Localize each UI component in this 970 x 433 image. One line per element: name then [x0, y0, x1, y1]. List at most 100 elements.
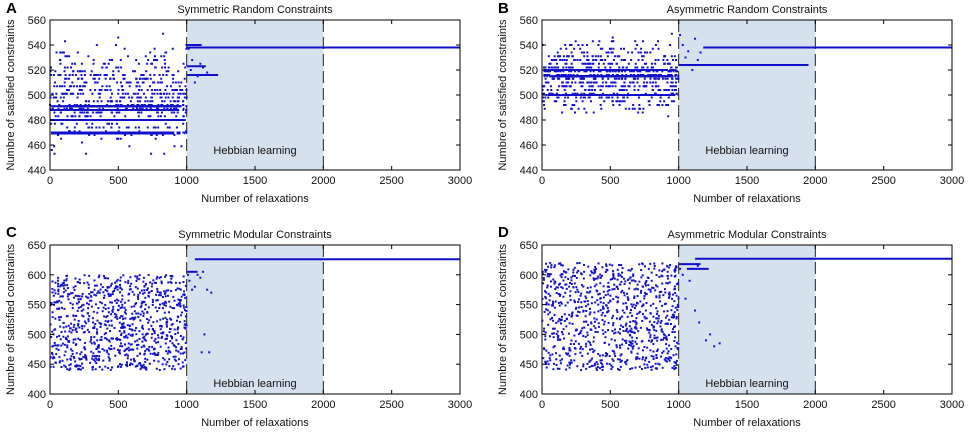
data-point [551, 327, 554, 330]
data-point [574, 70, 577, 73]
data-point [172, 295, 175, 298]
data-point [642, 40, 645, 43]
data-point [644, 366, 647, 369]
data-point [561, 81, 564, 84]
data-point [50, 122, 53, 125]
data-point [639, 300, 642, 303]
data-point [637, 330, 640, 333]
data-point [595, 318, 598, 321]
data-point [542, 92, 545, 95]
data-point [601, 81, 604, 84]
data-point [649, 51, 652, 54]
data-point [154, 137, 157, 140]
data-band-dash [565, 94, 594, 96]
data-point [608, 74, 611, 76]
data-point [84, 152, 87, 155]
data-point [647, 267, 650, 270]
data-band-dash [182, 109, 185, 111]
data-point [593, 311, 596, 314]
x-tick-label: 500 [601, 399, 619, 411]
data-point [656, 350, 659, 353]
data-point [661, 275, 664, 278]
data-point [608, 289, 611, 292]
data-point [86, 281, 89, 284]
data-point [669, 70, 672, 73]
data-point [74, 74, 77, 76]
data-point [657, 77, 660, 80]
data-point [601, 311, 604, 314]
data-point [139, 362, 142, 365]
data-point [643, 315, 646, 318]
data-band-dash [157, 131, 167, 135]
data-point [139, 368, 142, 371]
data-point [164, 122, 167, 125]
data-point [114, 299, 117, 302]
data-point [132, 107, 135, 110]
data-point [51, 316, 54, 319]
data-point [85, 302, 88, 305]
data-point [185, 96, 188, 99]
data-point [111, 59, 114, 61]
data-point [109, 100, 112, 103]
data-point [72, 286, 75, 289]
data-point [146, 332, 149, 335]
data-point [657, 47, 660, 50]
data-point [110, 92, 113, 95]
data-point [597, 70, 600, 73]
data-point [114, 316, 117, 319]
data-point [597, 310, 600, 313]
data-point [611, 358, 614, 361]
data-point [627, 278, 630, 281]
data-point [135, 333, 138, 336]
data-point [140, 74, 143, 76]
data-point [100, 137, 103, 140]
data-point [152, 279, 155, 282]
data-point [171, 275, 174, 278]
data-point [544, 96, 547, 99]
data-point [570, 51, 573, 54]
data-point [63, 70, 66, 73]
data-point [573, 282, 576, 285]
data-point [577, 107, 580, 110]
data-point [115, 285, 118, 288]
y-tick-label: 400 [520, 389, 538, 401]
data-point [135, 344, 138, 347]
data-point [626, 296, 629, 299]
data-point [183, 77, 186, 80]
data-point [596, 368, 599, 371]
data-point [636, 283, 639, 286]
data-point [641, 313, 644, 316]
y-tick-label: 650 [28, 240, 46, 252]
data-point [650, 66, 653, 69]
data-point [651, 85, 654, 88]
data-point [594, 320, 597, 323]
data-point [75, 352, 78, 355]
data-point [575, 276, 578, 279]
data-point [96, 100, 99, 103]
data-point [153, 352, 156, 355]
data-point [79, 89, 82, 91]
data-point [665, 360, 668, 363]
data-point [59, 74, 62, 76]
data-point [80, 77, 83, 80]
data-point [52, 96, 55, 99]
data-point [169, 340, 172, 343]
data-point [92, 111, 95, 114]
data-point [632, 345, 635, 348]
data-point [675, 66, 678, 69]
data-point [672, 354, 675, 357]
data-point [668, 356, 671, 359]
data-point [627, 347, 630, 350]
data-point [624, 85, 627, 88]
data-point [570, 361, 573, 364]
data-point [109, 284, 112, 287]
data-point [604, 294, 607, 297]
data-point [587, 265, 590, 268]
data-point [161, 134, 164, 136]
data-point [169, 274, 172, 277]
data-point [587, 96, 590, 99]
data-point [54, 344, 57, 347]
data-point [180, 346, 183, 349]
data-point [556, 367, 559, 370]
data-point [99, 288, 102, 291]
